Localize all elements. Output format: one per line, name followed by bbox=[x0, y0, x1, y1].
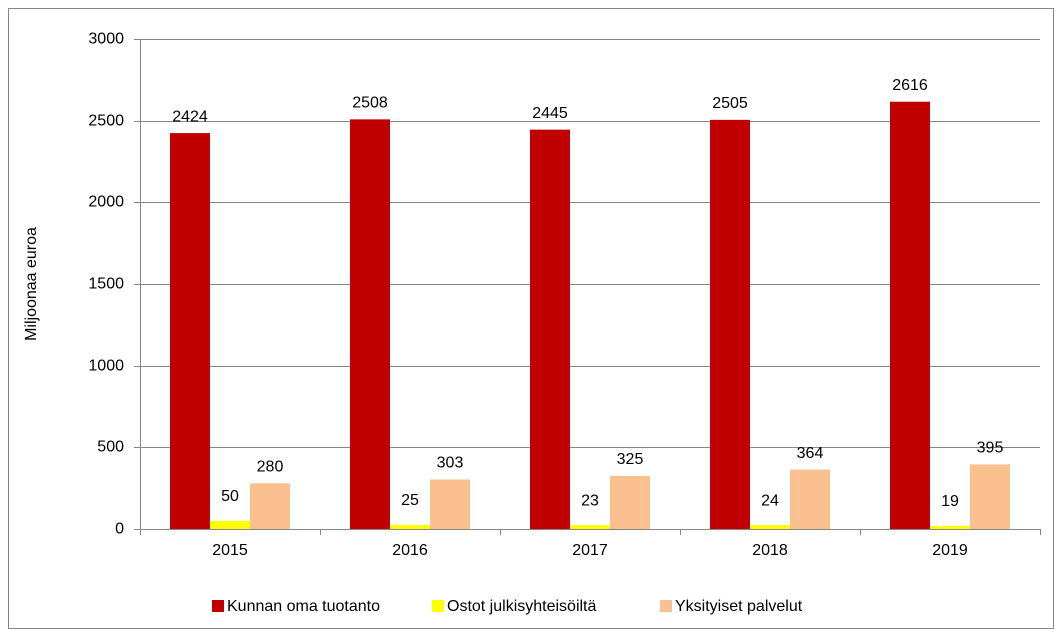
bar bbox=[610, 475, 650, 529]
data-label: 2508 bbox=[352, 95, 388, 112]
bar bbox=[710, 119, 750, 529]
x-tick-label: 2019 bbox=[932, 542, 968, 559]
legend-swatch bbox=[212, 600, 224, 612]
bar bbox=[930, 525, 970, 529]
y-tick-label: 3000 bbox=[88, 31, 124, 48]
data-label: 2616 bbox=[892, 77, 928, 94]
bar bbox=[570, 525, 610, 529]
x-tick-label: 2018 bbox=[752, 542, 788, 559]
data-label: 303 bbox=[437, 455, 464, 472]
bar bbox=[390, 524, 430, 529]
data-label: 280 bbox=[257, 458, 284, 475]
y-axis-label: Miljoonaa euroa bbox=[23, 227, 40, 341]
bar bbox=[750, 525, 790, 529]
bar bbox=[250, 483, 290, 529]
bar bbox=[970, 464, 1010, 529]
legend-label: Yksityiset palvelut bbox=[675, 598, 803, 615]
data-label: 2505 bbox=[712, 95, 748, 112]
y-tick-label: 500 bbox=[97, 439, 124, 456]
bar bbox=[890, 101, 930, 529]
data-label: 325 bbox=[617, 451, 644, 468]
x-tick-label: 2017 bbox=[572, 542, 608, 559]
data-label: 23 bbox=[581, 492, 599, 509]
bar bbox=[530, 129, 570, 529]
x-tick-label: 2016 bbox=[392, 542, 428, 559]
bar bbox=[210, 520, 250, 529]
legend-swatch bbox=[432, 600, 444, 612]
y-tick-label: 1000 bbox=[88, 358, 124, 375]
data-label: 2445 bbox=[532, 105, 568, 122]
x-tick-label: 2015 bbox=[212, 542, 248, 559]
legend-label: Ostot julkisyhteisöiltä bbox=[447, 598, 596, 615]
data-label: 2424 bbox=[172, 108, 208, 125]
y-tick-label: 2000 bbox=[88, 194, 124, 211]
legend-swatch bbox=[660, 600, 672, 612]
data-label: 364 bbox=[797, 445, 824, 462]
data-label: 395 bbox=[977, 440, 1004, 457]
bar bbox=[350, 119, 390, 530]
data-label: 25 bbox=[401, 492, 419, 509]
data-label: 50 bbox=[221, 488, 239, 505]
data-label: 24 bbox=[761, 492, 779, 509]
y-tick-label: 2500 bbox=[88, 113, 124, 130]
data-label: 19 bbox=[941, 493, 959, 510]
y-tick-label: 0 bbox=[115, 521, 124, 538]
legend-label: Kunnan oma tuotanto bbox=[227, 598, 380, 615]
y-tick-label: 1500 bbox=[88, 276, 124, 293]
bar bbox=[790, 469, 830, 529]
bar bbox=[430, 479, 470, 529]
bar bbox=[170, 133, 210, 529]
